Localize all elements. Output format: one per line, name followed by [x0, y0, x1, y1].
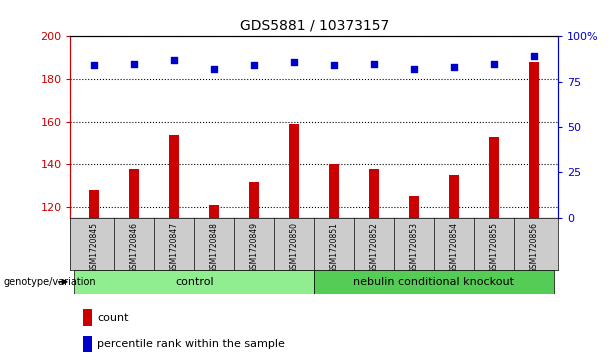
- Text: GSM1720845: GSM1720845: [90, 222, 99, 273]
- Point: [129, 61, 139, 66]
- Text: GSM1720851: GSM1720851: [330, 222, 338, 273]
- Point: [329, 62, 339, 68]
- Bar: [449, 175, 459, 218]
- Point: [89, 62, 99, 68]
- Bar: [209, 205, 219, 218]
- Point: [529, 53, 539, 59]
- Point: [449, 64, 459, 70]
- Point: [289, 59, 299, 65]
- Title: GDS5881 / 10373157: GDS5881 / 10373157: [240, 19, 389, 32]
- Text: genotype/variation: genotype/variation: [3, 277, 96, 287]
- Bar: [249, 182, 259, 218]
- Text: percentile rank within the sample: percentile rank within the sample: [97, 339, 285, 349]
- Bar: [489, 136, 499, 218]
- Text: GSM1720855: GSM1720855: [489, 222, 498, 273]
- Point: [169, 57, 179, 63]
- Text: GSM1720849: GSM1720849: [249, 222, 259, 273]
- Point: [249, 62, 259, 68]
- Bar: [83, 336, 93, 352]
- Bar: [329, 164, 339, 218]
- Bar: [169, 135, 180, 218]
- Point: [409, 66, 419, 72]
- Text: GSM1720850: GSM1720850: [290, 222, 299, 273]
- Bar: [409, 196, 419, 218]
- Bar: [369, 169, 379, 218]
- Text: GSM1720852: GSM1720852: [370, 222, 379, 273]
- Text: nebulin conditional knockout: nebulin conditional knockout: [354, 277, 514, 287]
- Point: [210, 66, 219, 72]
- Text: GSM1720854: GSM1720854: [449, 222, 459, 273]
- Text: GSM1720853: GSM1720853: [409, 222, 419, 273]
- Bar: [129, 169, 139, 218]
- Text: GSM1720846: GSM1720846: [130, 222, 139, 273]
- Text: GSM1720848: GSM1720848: [210, 222, 219, 273]
- Point: [369, 61, 379, 66]
- Bar: [289, 124, 299, 218]
- Bar: [89, 190, 99, 218]
- Bar: [83, 309, 93, 326]
- Bar: [314, 270, 554, 294]
- Bar: [75, 270, 314, 294]
- Text: GSM1720847: GSM1720847: [170, 222, 179, 273]
- Text: control: control: [175, 277, 214, 287]
- Bar: [529, 62, 539, 218]
- Point: [489, 61, 499, 66]
- Text: count: count: [97, 313, 129, 323]
- Text: GSM1720856: GSM1720856: [530, 222, 538, 273]
